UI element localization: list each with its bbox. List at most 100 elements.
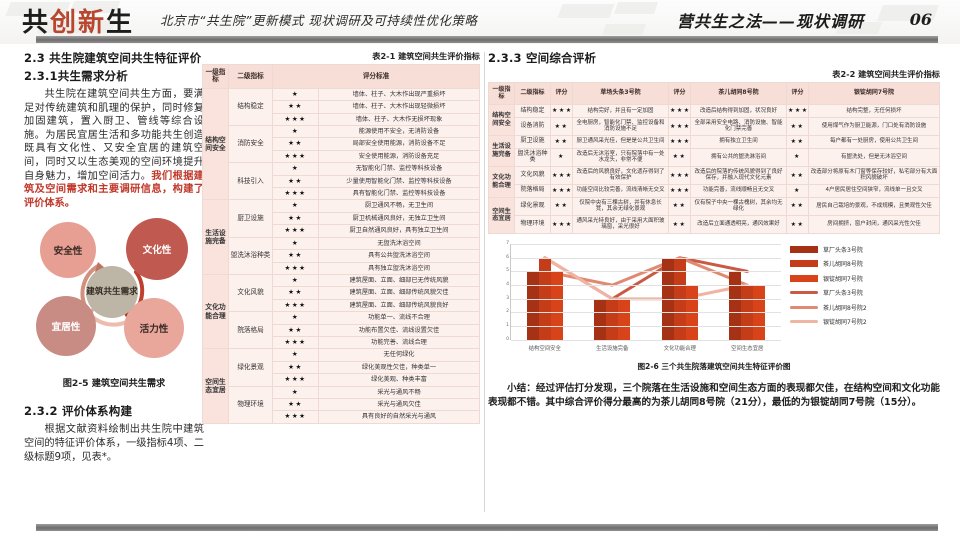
chart-bar <box>618 298 631 340</box>
table-row: 文化功能合理 文化风貌 ★ 建筑屋面、立面、细部已无传统风貌 <box>202 273 480 350</box>
cell-score-courtyard-2: ★★ <box>668 147 691 167</box>
table-row: 科技引入 ★ 无智能化门禁、监控等科技设备 <box>203 162 480 201</box>
col-header-3: 草场头条3号院 <box>572 81 669 106</box>
chart-gridline <box>511 298 781 300</box>
cell-desc-courtyard-1: 功能空间比较完善，流线清晰无交叉 <box>572 183 669 198</box>
chart-y-tick-label: 2 <box>506 309 509 315</box>
cell-star-rating: ★ <box>272 199 319 213</box>
cell-criterion-text: 建筑屋面、立面、细部已无传统风貌 <box>318 273 480 288</box>
cell-star-rating: ★★★ <box>272 373 319 387</box>
header-decoration-shape <box>613 2 659 14</box>
cell-desc-courtyard-1: 仅院中央有三棵古树，并有休息长凳，其余无绿化景观 <box>572 196 669 216</box>
cell-star-rating: ★★★ <box>272 261 319 275</box>
figure-caption-2-6: 图2-6 三个共生院落建筑空间共生特征评价图 <box>637 361 791 371</box>
cell-criterion-text: 建筑屋面、立面、细部传统风貌欠佳 <box>318 286 480 300</box>
cell-score-courtyard-1: ★★★ <box>550 104 573 118</box>
chart-legend: 草厂头条3号院 茶儿胡同8号院 银锭胡同7号院 草厂头条3号院 茶儿胡同8号院2 银锭胡同… <box>790 242 940 329</box>
cell-desc-courtyard-3: 居民自己栽培的景观，不成规模，且美观性欠佳 <box>808 196 940 216</box>
section-heading-2-3-2: 2.3.2 评价体系构建 <box>24 404 133 419</box>
cell-desc-courtyard-3: 4户居民居住空间狭窄，流线单一且交叉 <box>808 183 940 198</box>
cell-star-rating: ★★ <box>272 211 319 226</box>
cell-score-courtyard-3: ★★ <box>786 165 809 185</box>
cell-star-rating: ★ <box>272 273 319 288</box>
table-row: ★★ 墙体、柱子、大木作出现轻微损坏 <box>203 100 480 114</box>
table-row: ★★★ 具有良好的自然采光与通风 <box>203 410 480 424</box>
cell-star-rating: ★★ <box>272 323 319 337</box>
chart-bar <box>594 298 607 340</box>
cell-star-rating: ★★★ <box>272 149 319 164</box>
need-circle-vitality: 活力性 <box>124 298 184 359</box>
chart-plot-area: 结构空间安全 生活设施完备 文化功能合理 空间生态宜居 0 1 2 3 4 5 6 7 <box>506 241 781 352</box>
chart-bar <box>550 271 563 340</box>
cell-level2-indicator: 设备消防 <box>514 116 551 136</box>
cell-desc-courtyard-3: 使用煤气作为厨卫能源，门口处有消防设施 <box>808 116 940 136</box>
need-circle-culture: 文化性 <box>126 218 188 281</box>
cell-criterion-text: 无智能化门禁、监控等科技设备 <box>318 162 480 176</box>
cell-star-rating: ★★★ <box>272 187 319 201</box>
header-decoration-shape <box>557 4 615 18</box>
cell-star-rating: ★★★ <box>272 224 319 238</box>
cell-level1-indicator: 生活设施完备 <box>488 134 515 167</box>
section-heading-2-3-1: 2.3.1共生需求分析 <box>24 69 128 83</box>
legend-line-swatch <box>790 320 818 324</box>
cell-criterion-text: 少量使用智能化门禁、监控等科技设备 <box>318 174 480 189</box>
cell-criterion-text: 厨卫机械通风良好，无独立卫生间 <box>318 211 480 226</box>
table-row: 设备消防 ★★ 全电厨房，智能化门禁、监控设备和消防设施不足 ★★★ 全部采用安全电路、… <box>489 116 940 136</box>
chart-y-tick-label: 6 <box>506 254 509 260</box>
cell-criterion-text: 绿化美观、种类丰富 <box>318 373 480 387</box>
right-column: 2.3.3 空间综合评析 表2-2 建筑空间共生评价指标 一级指标 二级指标 评分草… <box>488 50 940 420</box>
cell-criterion-text: 功能单一、流线不合理 <box>318 311 480 325</box>
legend-item[interactable]: 草厂头条3号院 <box>790 242 940 257</box>
cell-star-rating: ★ <box>272 87 319 102</box>
table-row: 消防安全 ★ 能源使用不安全，无消防设备 <box>203 125 480 164</box>
chart-y-tick-label: 5 <box>506 268 509 274</box>
need-circle-safety: 安全性 <box>40 222 96 279</box>
legend-item[interactable]: 银锭胡同7号院2 <box>790 314 940 329</box>
legend-item[interactable]: 茶儿胡同8号院2 <box>790 300 940 315</box>
cell-score-courtyard-1: ★★ <box>550 116 573 136</box>
table-row: 盥洗沐浴种类 ★ 无盥洗沐浴空间 <box>203 236 480 275</box>
cell-criterion-text: 无盥洗沐浴空间 <box>318 236 480 251</box>
cell-criterion-text: 能源使用不安全，无消防设备 <box>318 125 480 139</box>
legend-bar-swatch <box>790 245 818 253</box>
chart-gridline <box>511 312 781 314</box>
col-header-7: 银锭胡同7号院 <box>808 81 940 106</box>
symbiosis-need-diagram: 安全性 文化性 宜居性 活力性 建筑共生需求 <box>34 218 194 368</box>
cell-criterion-text: 采光与通风不畅 <box>318 385 480 399</box>
cell-level2-indicator: 厨卫设施 <box>228 199 273 238</box>
cell-score-courtyard-3: ★★ <box>786 196 809 216</box>
cell-level2-indicator: 结构稳定 <box>228 87 273 127</box>
cell-star-rating: ★★ <box>272 249 319 263</box>
cell-desc-courtyard-3: 有盥洗处，但是无沐浴空间 <box>808 147 940 167</box>
evaluation-system-paragraph: 根据文献资料绘制出共生院中建筑空间的特征评价体系，一级指标4项、二级标题9项，见… <box>24 423 204 464</box>
table-row: ★★ 功能布置欠佳、流线设置欠佳 <box>203 323 480 337</box>
table-2-2-courtyard-comparison: 一级指标 二级指标 评分 草场头条3号院 评分 茶儿胡同8号院 评分 银锭胡同7号院 结构空间安… <box>488 81 940 234</box>
cell-star-rating: ★ <box>272 125 319 139</box>
table-row: ★★ 具有公共盥洗沐浴空间 <box>203 249 480 263</box>
col-header-0: 一级指标 <box>488 81 515 106</box>
chart-bar <box>729 271 742 340</box>
header-rule <box>36 36 938 43</box>
chart-y-tick-label: 7 <box>506 240 509 246</box>
legend-item[interactable]: 银锭胡同7号院 <box>790 271 940 286</box>
cell-star-rating: ★★ <box>272 174 319 189</box>
cell-criterion-text: 具有公共盥洗沐浴空间 <box>318 249 480 263</box>
legend-item[interactable]: 茶儿胡同8号院 <box>790 256 940 271</box>
cell-star-rating: ★★★ <box>272 298 319 313</box>
cell-desc-courtyard-1: 通风采光特良好，由于采用大面积玻璃窗，采光很好 <box>572 214 669 234</box>
table-caption-2-2: 表2-2 建筑空间共生评价指标 <box>832 69 940 79</box>
cell-level2-indicator: 院落格局 <box>228 311 273 350</box>
figure-caption-2-5: 图2-5 建筑空间共生需求 <box>62 378 166 390</box>
table-row: ★★★ 功能完善、流线合理 <box>203 335 480 350</box>
chart-bar-group <box>579 244 647 340</box>
cell-level2-indicator: 盥洗沐浴种类 <box>514 147 551 167</box>
table-row: 物理环境 ★★★ 通风采光特良好，由于采用大面积玻璃窗，采光很好 ★★ 改造后立面通透明… <box>489 214 940 234</box>
col-header-level1: 一级指标 <box>202 64 229 89</box>
cell-score-courtyard-1: ★★★ <box>550 214 573 234</box>
cell-desc-courtyard-1: 全电厨房，智能化门禁、监控设备和消防设施不足 <box>572 116 669 136</box>
table-row: 文化功能合理 文化风貌 ★★★ 改造后的风貌良好，文化遗存得到了有效保护 ★★★ 改造后的… <box>488 165 940 198</box>
chart-x-axis-labels: 结构空间安全 生活设施完备 文化功能合理 空间生态宜居 <box>511 344 781 352</box>
table-row: 结构空间安全 结构稳定 ★★★ 结构完好，并且有一定加固 ★★★ 改造后结构得到加固，状况… <box>488 104 940 136</box>
brand-logo: 共创新生 <box>22 2 134 39</box>
legend-item[interactable]: 草厂头条3号院 <box>790 285 940 300</box>
